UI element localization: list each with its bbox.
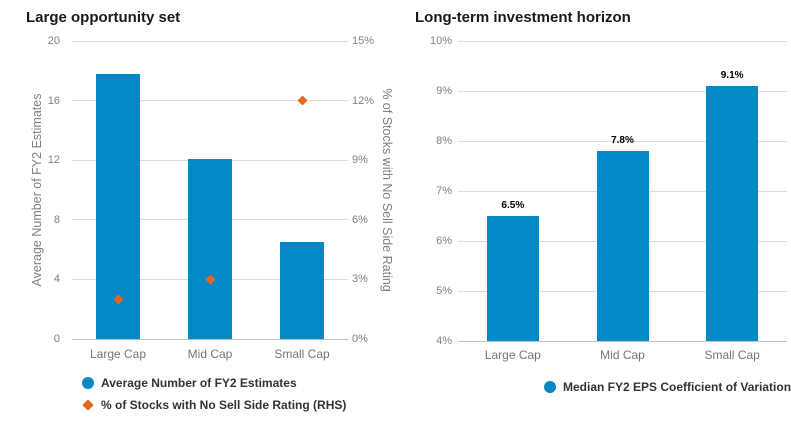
bar-mid-cap[interactable] [596,151,649,341]
x-axis-category-label: Large Cap [484,348,541,362]
left-y-axis-tick-label: 5% [436,285,452,297]
right-y-axis-tick-label: 9% [352,154,368,167]
legend-item[interactable]: Average Number of FY2 Estimates [80,372,346,394]
gridline [72,40,348,42]
bar-small-cap[interactable] [706,86,759,341]
chart-long-term-investment-horizon: Long-term investment horizon Median FY2 … [404,0,791,423]
chart-title: Large opportunity set [26,9,181,26]
gridline [458,40,787,42]
diamond-marker-small-cap[interactable] [297,95,307,106]
gridline [458,90,787,92]
gridline [458,140,787,142]
left-y-axis-tick-label: 12 [47,154,60,167]
legend-item[interactable]: Median FY2 EPS Coefficient of Variation [542,376,791,398]
diamond-marker-icon [80,399,95,411]
legend-item[interactable]: % of Stocks with No Sell Side Rating (RH… [80,394,346,416]
bar-value-label: 9.1% [720,70,744,81]
x-axis-category-label: Small Cap [274,347,330,361]
right-y-axis-tick-label: 6% [352,213,368,226]
left-y-axis-tick-label: 0 [53,333,60,345]
circle-marker-icon [542,381,557,393]
left-y-axis-tick-label: 16 [47,94,60,107]
bar-value-label: 6.5% [501,200,525,211]
left-y-axis-tick-label: 8% [436,135,452,147]
right-y-axis-tick-label: 0% [352,333,368,345]
left-y-axis-tick-label: 9% [436,85,452,97]
legend-item-label: Median FY2 EPS Coefficient of Variation [563,380,791,394]
left-y-axis-tick-label: 4 [53,273,60,286]
left-y-axis-tick-label: 20 [47,35,60,47]
right-y-axis-tick-label: 15% [352,35,375,47]
left-y-axis-tick-label: 10% [429,35,452,47]
left-y-axis-tick-label: 7% [436,185,452,197]
x-axis-category-label: Large Cap [89,347,147,361]
bar-value-label: 7.8% [611,135,634,146]
left-y-axis-tick-label: 6% [436,235,452,247]
legend-item-label: Average Number of FY2 Estimates [101,376,297,390]
left-y-axis-tick-label: 4% [436,335,452,347]
x-axis-category-label: Mid Cap [600,348,645,362]
chart-large-opportunity-set: Large opportunity set Average Number of … [26,9,394,416]
legend: Average Number of FY2 Estimates % of Stoc… [80,372,346,416]
bar-large-cap[interactable] [486,216,539,341]
x-axis-category-label: Small Cap [704,348,760,362]
left-y-axis-tick-label: 8 [53,213,60,226]
circle-marker-icon [80,377,95,389]
chart-title: Long-term investment horizon [415,9,631,26]
right-y-axis-tick-label: 12% [352,94,375,107]
right-y-axis-title: % of Stocks with No Sell Side Rating [380,88,394,292]
legend-item-label: % of Stocks with No Sell Side Rating (RH… [101,398,347,412]
gridline [72,100,348,102]
bar-small-cap[interactable] [280,242,324,339]
x-axis-category-label: Mid Cap [187,347,233,361]
right-y-axis-tick-label: 3% [352,273,368,286]
gridline [72,338,348,340]
left-y-axis-title: Average Number of FY2 Estimates [30,93,44,287]
bar-mid-cap[interactable] [188,158,232,339]
legend: Median FY2 EPS Coefficient of Variation [542,376,791,398]
gridline [458,340,787,342]
